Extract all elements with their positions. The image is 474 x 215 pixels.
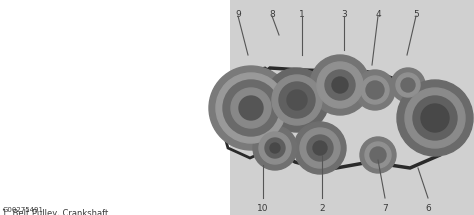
Circle shape	[294, 122, 346, 174]
Circle shape	[365, 142, 391, 168]
Text: 3: 3	[341, 10, 347, 19]
Text: 6: 6	[425, 204, 431, 213]
Circle shape	[332, 77, 348, 93]
Circle shape	[239, 96, 263, 120]
Circle shape	[279, 82, 315, 118]
Text: 7: 7	[382, 204, 388, 213]
Circle shape	[307, 135, 333, 161]
Circle shape	[360, 137, 396, 173]
Text: 10: 10	[257, 204, 269, 213]
Circle shape	[397, 80, 473, 156]
Circle shape	[396, 73, 420, 97]
Circle shape	[310, 55, 370, 115]
Circle shape	[366, 81, 384, 99]
Circle shape	[401, 78, 415, 92]
Circle shape	[355, 70, 395, 110]
Text: 4: 4	[375, 10, 381, 19]
Circle shape	[300, 128, 340, 168]
Circle shape	[223, 80, 279, 136]
Circle shape	[216, 73, 286, 143]
Text: 8: 8	[269, 10, 275, 19]
Text: 2: 2	[319, 204, 325, 213]
Circle shape	[413, 96, 457, 140]
Circle shape	[287, 90, 307, 110]
Text: 1. Belt Pulley, Crankshaft: 1. Belt Pulley, Crankshaft	[2, 209, 109, 215]
Circle shape	[259, 132, 291, 164]
Circle shape	[391, 68, 425, 102]
Text: 9: 9	[235, 10, 241, 19]
Circle shape	[370, 147, 386, 163]
Circle shape	[265, 138, 285, 158]
Circle shape	[421, 104, 449, 132]
Circle shape	[209, 66, 293, 150]
Circle shape	[272, 75, 322, 125]
Circle shape	[231, 88, 271, 128]
Circle shape	[325, 70, 355, 100]
Text: G00275491: G00275491	[2, 207, 43, 213]
Bar	[230, 0, 474, 215]
Circle shape	[265, 68, 329, 132]
Circle shape	[405, 88, 465, 148]
Circle shape	[270, 143, 280, 153]
Text: 5: 5	[413, 10, 419, 19]
Circle shape	[253, 126, 297, 170]
Circle shape	[361, 76, 389, 104]
Text: 1: 1	[299, 10, 305, 19]
Circle shape	[313, 141, 327, 155]
Circle shape	[317, 62, 363, 108]
